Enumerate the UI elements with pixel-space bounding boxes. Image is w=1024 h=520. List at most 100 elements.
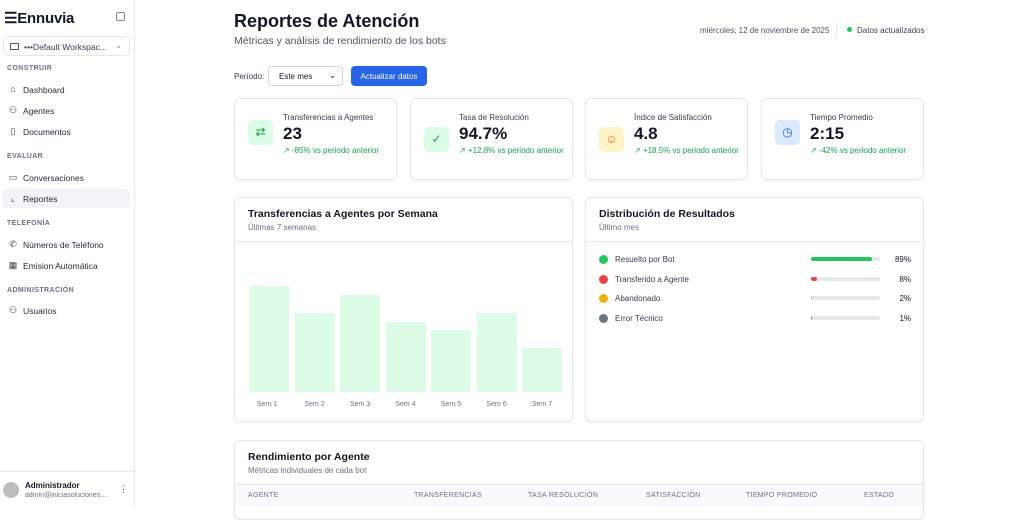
column-header[interactable]: TASA RESOLUCIÓN (528, 492, 599, 499)
kpi-delta: ↗ +12.8% vs periodo anterior (459, 146, 564, 155)
x-tick-label: Sem 5 (440, 401, 462, 408)
kpi-delta: ↗ +18.5% vs periodo anterior (634, 146, 739, 155)
period-select[interactable]: Este mes ⌄ (268, 66, 343, 86)
divider (235, 241, 572, 242)
sidebar-item-emision[interactable]: ▦ Emision Automática (2, 256, 130, 275)
bar-sem-1[interactable] (249, 286, 289, 392)
sidebar-item-numeros[interactable]: ✆ Números de Teléfono (2, 235, 130, 254)
kpi-delta: ↗ -85% vs periodo anterior (283, 146, 380, 155)
kpi-value: 23 (283, 124, 302, 143)
distribution-label: Transferido a Agente (615, 274, 689, 284)
x-tick-label: Sem 1 (256, 401, 278, 408)
kpi-delta-text: +12.8% vs periodo anterior (467, 146, 564, 155)
progress-fill (811, 257, 873, 261)
kpi-value: 2:15 (810, 124, 845, 143)
period-value: Este mes (279, 72, 313, 81)
user-email: admin@iniciasoluciones.... (25, 492, 108, 499)
book-icon: ▯ (10, 126, 16, 136)
column-header[interactable]: TRANSFERENCIAS (414, 492, 482, 499)
divider (586, 241, 923, 242)
chevron-down-icon: ⌄ (115, 41, 122, 50)
card-subtitle: Métricas individuales de cada bot (248, 466, 367, 475)
column-header[interactable]: SATISFACCIÓN (646, 492, 701, 499)
card-title: Rendimiento por Agente (248, 451, 370, 463)
collapse-sidebar-icon[interactable] (116, 12, 125, 21)
kpi-card-satisfaction: ☺ Índice de Satisfacción 4.8 ↗ +18.5% vs… (585, 98, 748, 180)
brand-logo: ☰Ennuvia (4, 10, 75, 27)
workspace-selector[interactable]: •••Default Workspac... ⌄ (3, 36, 130, 56)
chart-icon: ⌞ (10, 193, 16, 203)
distribution-label: Error Técnico (615, 313, 663, 323)
kpi-delta-text: +18.5% vs periodo anterior (642, 146, 739, 155)
card-subtitle: Últimas 7 semanas (248, 223, 317, 232)
more-vertical-icon[interactable]: ⋮ (119, 484, 128, 494)
progress-track (811, 296, 880, 300)
kpi-label: Tasa de Resolución (459, 113, 529, 122)
period-label: Período: (234, 72, 265, 81)
home-icon: ⌂ (10, 84, 16, 94)
distribution-percent: 89% (894, 255, 911, 264)
column-header[interactable]: AGENTE (248, 492, 279, 499)
user-icon: ⚇ (8, 105, 18, 115)
kpi-value: 94.7% (459, 124, 508, 143)
calendar-icon: ▦ (8, 260, 18, 270)
user-profile[interactable]: Administrador admin@iniciasoluciones....… (0, 471, 135, 506)
x-tick-label: Sem 3 (349, 401, 371, 408)
table-header: AGENTE TRANSFERENCIAS TASA RESOLUCIÓN SA… (235, 484, 923, 506)
section-telefonia: TELEFONÍA (7, 220, 51, 227)
card-title: Transferencias a Agentes por Semana (248, 208, 438, 220)
sidebar-item-label: Números de Teléfono (23, 240, 104, 250)
column-header[interactable]: TIEMPO PROMEDIO (746, 492, 818, 499)
chevron-down-icon: ⌄ (329, 71, 336, 80)
smile-icon: ☺ (599, 127, 624, 152)
section-construir: CONSTRUIR (7, 65, 53, 72)
kpi-card-time: ◷ Tiempo Promedio 2:15 ↗ -42% vs periodo… (761, 98, 924, 180)
bar-sem-7[interactable] (522, 347, 562, 392)
kpi-delta-text: -42% vs periodo anterior (818, 146, 907, 155)
workspace-icon (10, 43, 19, 50)
user-name: Administrador (25, 481, 80, 490)
distribution-row: Abandonado 2% (599, 293, 911, 305)
sidebar-item-dashboard[interactable]: ⌂ Dashboard (2, 80, 130, 99)
bar-sem-4[interactable] (385, 321, 426, 392)
bar-sem-3[interactable] (340, 295, 380, 392)
section-administracion: ADMINISTRACIÓN (7, 287, 75, 294)
section-evaluar: EVALUAR (7, 153, 44, 160)
bar-sem-5[interactable] (431, 330, 471, 392)
progress-track (811, 315, 880, 320)
bar-sem-6[interactable] (476, 312, 517, 392)
sidebar-item-documentos[interactable]: ▯ Documentos (2, 122, 130, 141)
distribution-percent: 2% (899, 294, 911, 303)
sidebar-item-label: Reportes (23, 194, 58, 204)
x-tick-label: Sem 2 (304, 401, 325, 408)
status-dot-icon (847, 27, 852, 32)
sidebar-item-agentes[interactable]: ⚇ Agentes (2, 101, 130, 120)
kpi-label: Índice de Satisfacción (634, 113, 712, 122)
kpi-card-resolution: ✓ Tasa de Resolución 94.7% ↗ +12.8% vs p… (410, 98, 573, 180)
chat-icon: ▭ (8, 172, 18, 182)
card-title: Distribución de Resultados (599, 208, 735, 220)
distribution-label: Abandonado (615, 294, 661, 303)
sidebar-item-label: Agentes (23, 106, 55, 116)
distribution-card: Distribución de Resultados Último mes Re… (585, 197, 924, 422)
progress-fill (811, 315, 813, 320)
card-subtitle: Último mes (599, 223, 640, 232)
kpi-label: Transferencias a Agentes (283, 113, 374, 122)
sidebar-item-conversaciones[interactable]: ▭ Conversaciones (2, 168, 130, 187)
arrows-swap-icon: ⇄ (248, 120, 273, 145)
divider (836, 22, 837, 38)
sidebar-item-label: Documentos (23, 127, 71, 137)
current-date: miércoles, 12 de noviembre de 2025 (700, 26, 830, 35)
sidebar-item-reportes[interactable]: ⌞ Reportes (2, 189, 130, 208)
x-tick-label: Sem 4 (395, 401, 416, 408)
bar-sem-2[interactable] (294, 312, 335, 392)
sidebar-item-usuarios[interactable]: ⚇ Usuarios (2, 301, 130, 320)
progress-fill (811, 276, 817, 281)
workspace-name: •••Default Workspac... (24, 42, 107, 52)
distribution-percent: 8% (899, 274, 911, 284)
refresh-data-button[interactable]: Actualizar datos (351, 66, 427, 86)
page-subtitle: Métricas y análisis de rendimiento de lo… (234, 35, 446, 47)
sidebar-item-label: Conversaciones (23, 173, 84, 183)
kpi-delta: ↗ -42% vs periodo anterior (810, 146, 907, 155)
column-header[interactable]: ESTADO (864, 492, 895, 499)
